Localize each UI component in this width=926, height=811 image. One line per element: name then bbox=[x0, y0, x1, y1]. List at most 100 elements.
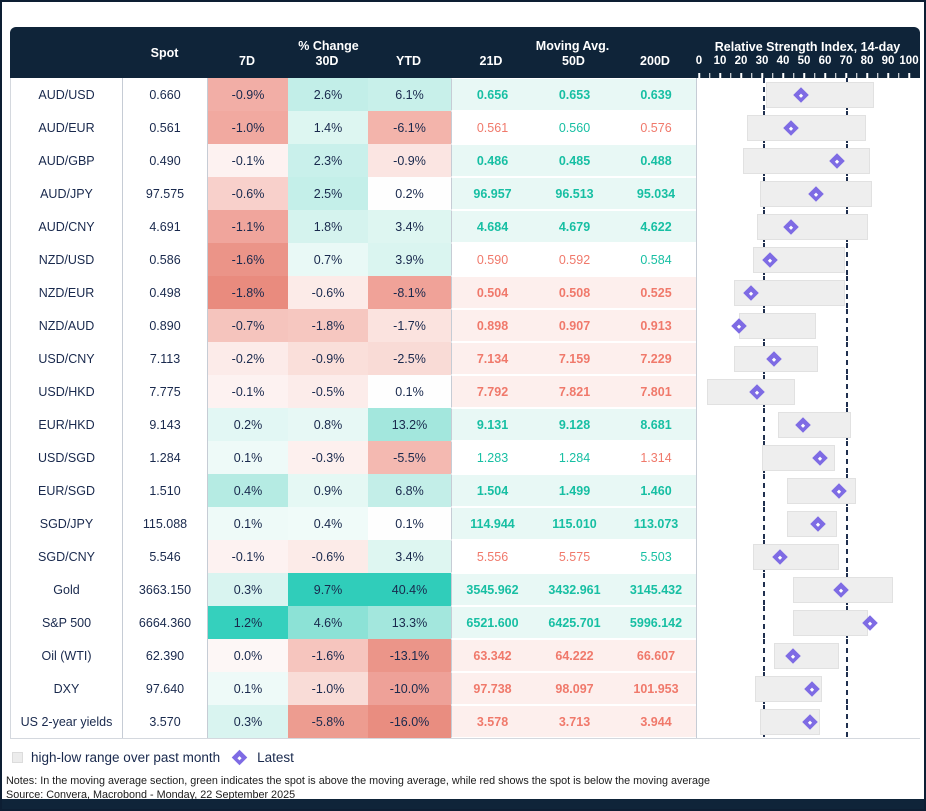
rsi-range-bar bbox=[734, 279, 846, 306]
pct-change-ytd: 0.1% bbox=[368, 375, 451, 408]
legend: high-low range over past month Latest bbox=[12, 749, 924, 766]
rsi-cell bbox=[696, 408, 921, 441]
rsi-guide-70 bbox=[846, 309, 849, 342]
rsi-guide-70 bbox=[846, 639, 849, 672]
moving-avg-50d: 96.513 bbox=[533, 177, 616, 210]
moving-avg-200d: 0.525 bbox=[616, 276, 696, 309]
moving-avg-50d: 1.499 bbox=[533, 474, 616, 507]
pct-change-30d: 0.7% bbox=[288, 243, 368, 276]
rsi-guide-70 bbox=[846, 276, 849, 309]
asset-label: DXY bbox=[11, 672, 123, 705]
pct-change-ytd: 3.9% bbox=[368, 243, 451, 276]
moving-avg-200d: 8.681 bbox=[616, 408, 696, 441]
rsi-cell bbox=[696, 606, 921, 639]
spot-value: 9.143 bbox=[123, 408, 208, 441]
pct-change-ytd: -8.1% bbox=[368, 276, 451, 309]
rsi-guide-30 bbox=[762, 78, 765, 111]
pct-change-ytd: 6.8% bbox=[368, 474, 451, 507]
pct-change-30d: -5.8% bbox=[288, 705, 368, 738]
spot-value: 97.640 bbox=[123, 672, 208, 705]
rsi-guide-30 bbox=[762, 474, 765, 507]
rsi-axis-label: 30 bbox=[755, 55, 769, 67]
spot-value: 0.561 bbox=[123, 111, 208, 144]
pct-change-30d: 1.4% bbox=[288, 111, 368, 144]
moving-avg-21d: 4.684 bbox=[451, 210, 533, 243]
spot-value: 0.490 bbox=[123, 144, 208, 177]
pct-change-30d: 0.8% bbox=[288, 408, 368, 441]
pct-change-7d: -0.9% bbox=[208, 78, 288, 111]
asset-label: AUD/EUR bbox=[11, 111, 123, 144]
pct-change-7d: 0.1% bbox=[208, 672, 288, 705]
moving-avg-50d: 0.907 bbox=[533, 309, 616, 342]
moving-avg-200d: 113.073 bbox=[616, 507, 696, 540]
rsi-cell bbox=[696, 78, 921, 111]
pct-change-ytd: -13.1% bbox=[368, 639, 451, 672]
moving-avg-50d: 9.128 bbox=[533, 408, 616, 441]
rsi-axis-tick-icon bbox=[698, 73, 700, 78]
pct-change-ytd: -1.7% bbox=[368, 309, 451, 342]
moving-avg-200d: 7.229 bbox=[616, 342, 696, 375]
pct-change-30d: -0.9% bbox=[288, 342, 368, 375]
pct-change-7d: 0.3% bbox=[208, 573, 288, 606]
pct-change-ytd: 3.4% bbox=[368, 210, 451, 243]
moving-avg-50d: 0.653 bbox=[533, 78, 616, 111]
moving-avg-50d: 98.097 bbox=[533, 672, 616, 705]
rsi-axis-tick-icon bbox=[771, 73, 774, 78]
rsi-axis-tick-icon bbox=[876, 73, 879, 78]
rsi-cell bbox=[696, 210, 921, 243]
rsi-cell bbox=[696, 276, 921, 309]
asset-label: USD/HKD bbox=[11, 375, 123, 408]
moving-avg-50d: 5.575 bbox=[533, 540, 616, 573]
rsi-range-bar bbox=[757, 213, 869, 240]
asset-label: SGD/JPY bbox=[11, 507, 123, 540]
pct-change-7d: 0.4% bbox=[208, 474, 288, 507]
table-row: US 2-year yields 3.570 0.3% -5.8% -16.0% 3.5… bbox=[11, 705, 920, 738]
moving-avg-21d: 0.561 bbox=[451, 111, 533, 144]
table-row: EUR/SGD 1.510 0.4% 0.9% 6.8% 1.504 1.499 1.460 bbox=[11, 474, 920, 507]
moving-avg-50d: 0.592 bbox=[533, 243, 616, 276]
header-30d: 30D bbox=[315, 54, 339, 68]
moving-avg-21d: 9.131 bbox=[451, 408, 533, 441]
rsi-axis-label: 80 bbox=[860, 55, 874, 67]
table-row: SGD/CNY 5.546 -0.1% -0.6% 3.4% 5.556 5.575 5.5… bbox=[11, 540, 920, 573]
header-pct-change-group: % Change bbox=[298, 39, 359, 53]
moving-avg-21d: 3.578 bbox=[451, 705, 533, 738]
moving-avg-50d: 7.821 bbox=[533, 375, 616, 408]
moving-avg-21d: 114.944 bbox=[451, 507, 533, 540]
rsi-axis-tick-icon bbox=[782, 73, 784, 78]
moving-avg-50d: 64.222 bbox=[533, 639, 616, 672]
asset-label: USD/CNY bbox=[11, 342, 123, 375]
rsi-axis-tick-icon bbox=[887, 73, 889, 78]
moving-avg-200d: 7.801 bbox=[616, 375, 696, 408]
moving-avg-50d: 0.560 bbox=[533, 111, 616, 144]
moving-avg-21d: 0.590 bbox=[451, 243, 533, 276]
moving-avg-21d: 3545.962 bbox=[451, 573, 533, 606]
rsi-range-bar bbox=[774, 642, 839, 669]
pct-change-7d: -0.2% bbox=[208, 342, 288, 375]
header-7d: 7D bbox=[239, 54, 255, 68]
header-blank bbox=[10, 27, 122, 78]
header-ytd: YTD bbox=[396, 54, 421, 68]
moving-avg-21d: 1.504 bbox=[451, 474, 533, 507]
asset-label: NZD/EUR bbox=[11, 276, 123, 309]
moving-avg-50d: 115.010 bbox=[533, 507, 616, 540]
table-row: USD/CNY 7.113 -0.2% -0.9% -2.5% 7.134 7.159 7.… bbox=[11, 342, 920, 375]
rsi-range-bar bbox=[742, 147, 871, 174]
table-row: AUD/USD 0.660 -0.9% 2.6% 6.1% 0.656 0.653 0.63… bbox=[11, 78, 920, 111]
moving-avg-200d: 0.576 bbox=[616, 111, 696, 144]
rsi-axis-tick-icon bbox=[897, 73, 900, 78]
pct-change-30d: -0.6% bbox=[288, 540, 368, 573]
pct-change-7d: -0.7% bbox=[208, 309, 288, 342]
rsi-cell bbox=[696, 309, 921, 342]
asset-label: S&P 500 bbox=[11, 606, 123, 639]
asset-label: AUD/USD bbox=[11, 78, 123, 111]
rsi-axis-label: 10 bbox=[713, 55, 727, 67]
table-row: Gold 3663.150 0.3% 9.7% 40.4% 3545.962 3432.9… bbox=[11, 573, 920, 606]
rsi-axis-label: 90 bbox=[881, 55, 895, 67]
spot-value: 3.570 bbox=[123, 705, 208, 738]
pct-change-7d: 0.2% bbox=[208, 408, 288, 441]
table-row: DXY 97.640 0.1% -1.0% -10.0% 97.738 98.097 101… bbox=[11, 672, 920, 705]
table-row: USD/HKD 7.775 -0.1% -0.5% 0.1% 7.792 7.821 7.8… bbox=[11, 375, 920, 408]
rsi-guide-70 bbox=[846, 705, 849, 738]
table-row: S&P 500 6664.360 1.2% 4.6% 13.3% 6521.600 642… bbox=[11, 606, 920, 639]
